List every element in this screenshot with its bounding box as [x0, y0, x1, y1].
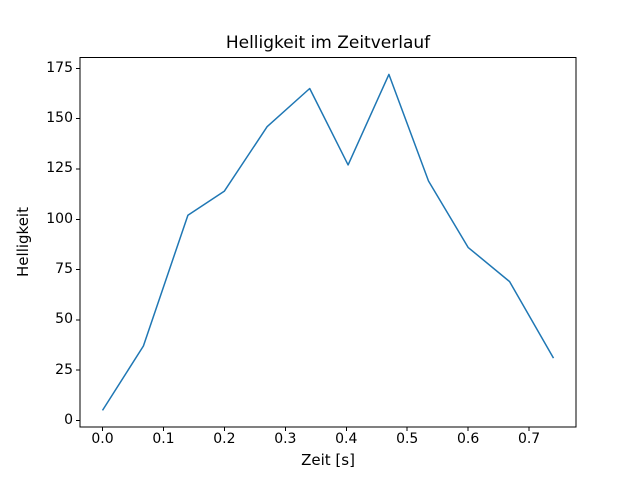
y-tick-label: 25: [55, 361, 73, 378]
x-axis-label: Zeit [s]: [301, 451, 355, 469]
x-tick-label: 0.0: [91, 431, 114, 447]
y-tick-label: 150: [46, 110, 73, 127]
x-tick-label: 0.5: [396, 431, 419, 447]
x-tick-label: 0.6: [457, 431, 480, 447]
y-tick-label: 125: [46, 160, 73, 177]
x-tick-label: 0.4: [335, 431, 358, 447]
x-tick-label: 0.2: [213, 431, 236, 447]
y-tick-label: 175: [46, 59, 73, 76]
y-tick-label: 100: [46, 210, 73, 227]
x-tick-label: 0.3: [274, 431, 297, 447]
y-tick-label: 50: [55, 311, 73, 328]
x-tick-label: 0.7: [517, 431, 541, 447]
chart-title: Helligkeit im Zeitverlauf: [225, 33, 431, 53]
axes-spines: [79, 57, 577, 428]
y-tick-label: 0: [64, 411, 73, 428]
brightness-line-series: [101, 73, 555, 411]
x-tick-label: 0.1: [152, 431, 175, 447]
y-tick-label: 75: [55, 261, 73, 278]
